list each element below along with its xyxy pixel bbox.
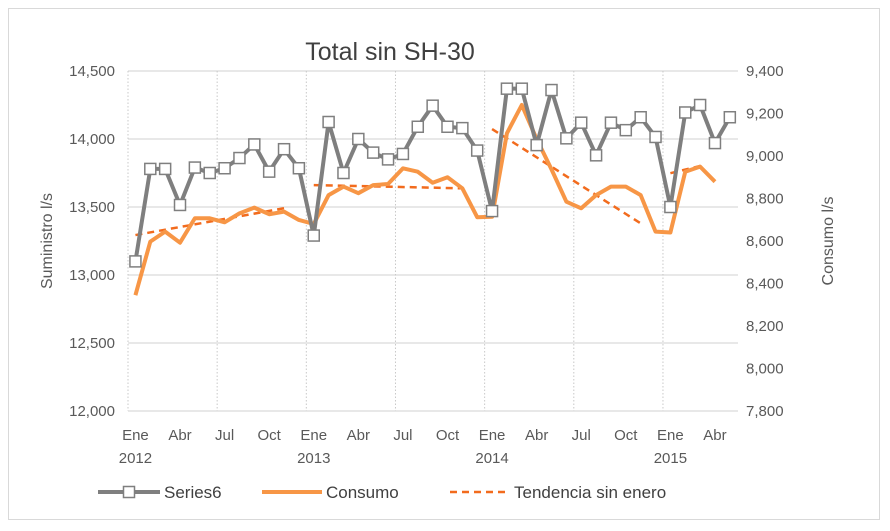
series6-marker [352,132,365,146]
series6-marker [723,110,737,124]
legend-series6-marker [122,485,136,499]
series6-marker [649,130,662,144]
x-tick-label: Abr [525,427,548,444]
x-tick-label: Oct [614,427,638,444]
series6-marker [188,161,202,174]
series6-marker [545,83,558,97]
trend-segment [491,127,642,225]
chart-title: Total sin SH-30 [305,38,475,66]
series6-marker [218,161,231,175]
y-tick-label: 14,500 [69,63,115,80]
series6-marker [693,98,707,112]
x-tick-label: Abr [168,427,191,444]
series6-marker [277,142,291,156]
series6-marker [485,204,499,218]
series6-marker [515,82,529,95]
series6-marker [233,151,246,165]
series6-marker [500,82,514,95]
x-tick-label: Oct [257,427,281,444]
series6-marker [381,153,395,166]
series6-marker [456,121,469,135]
series6-marker [560,132,573,145]
y-axis-label: Suministro l/s [39,193,56,289]
series6-marker [634,110,647,124]
x-tick-year: 2012 [119,450,152,467]
series-consumo-line [133,103,717,296]
y-tick-label: 12,500 [69,335,115,352]
chart-border [8,8,880,520]
x-tick-label: Oct [436,427,460,444]
y2-tick-label: 8,600 [746,233,784,250]
x-tick-label: Jul [572,427,591,444]
x-tick-label: Jul [215,427,234,444]
y2-axis-label: Consumo l/s [820,197,837,286]
legend-consumo-label: Consumo [326,483,399,502]
y2-tick-label: 8,200 [746,318,784,335]
y2-tick-label: 9,000 [746,148,784,165]
series6-marker [708,136,722,150]
x-tick-label: Ene [657,427,684,444]
series6-marker [619,123,633,137]
series6-marker [589,149,603,162]
series6-marker [203,166,216,180]
y2-tick-label: 8,800 [746,191,784,208]
x-tick-label: Ene [300,427,327,444]
series6-marker [292,161,306,175]
series6-marker [173,198,187,212]
trend-segment [313,183,463,190]
series6-marker [470,144,484,157]
series6-marker [337,166,350,180]
series6-marker [679,106,692,119]
y2-tick-label: 8,400 [746,276,784,293]
series6-marker [144,162,157,176]
x-tick-label: Jul [393,427,412,444]
series6-marker [158,162,172,176]
y2-tick-label: 9,200 [746,106,784,123]
x-tick-year: 2015 [654,450,687,467]
x-tick-label: Abr [703,427,726,444]
x-tick-year: 2014 [475,450,508,467]
series6-marker [574,116,588,129]
y-tick-label: 13,500 [69,199,115,216]
y2-tick-label: 7,800 [746,403,784,420]
series6-marker [396,147,410,161]
x-tick-label: Ene [479,427,506,444]
series6-marker [262,165,276,178]
x-tick-year: 2013 [297,450,330,467]
x-tick-label: Ene [122,427,149,444]
series6-marker [366,146,380,159]
y2-tick-label: 9,400 [746,63,784,80]
series6-marker [248,138,261,151]
x-tick-label: Abr [347,427,370,444]
series6-marker [604,116,618,129]
series6-marker [411,120,425,134]
y2-tick-label: 8,000 [746,361,784,378]
y-tick-label: 14,000 [69,131,115,148]
series6-marker [441,120,454,134]
y-tick-label: 12,000 [69,403,115,420]
y-tick-label: 13,000 [69,267,115,284]
series6-marker [426,99,439,112]
series6-marker [664,200,677,214]
legend-trend-label: Tendencia sin enero [514,483,666,502]
trend-segment [135,207,285,237]
series6-marker [530,138,543,152]
series6-marker [322,115,335,129]
series6-marker [307,229,320,242]
legend-series6-label: Series6 [164,483,222,502]
series6-marker [129,255,142,268]
